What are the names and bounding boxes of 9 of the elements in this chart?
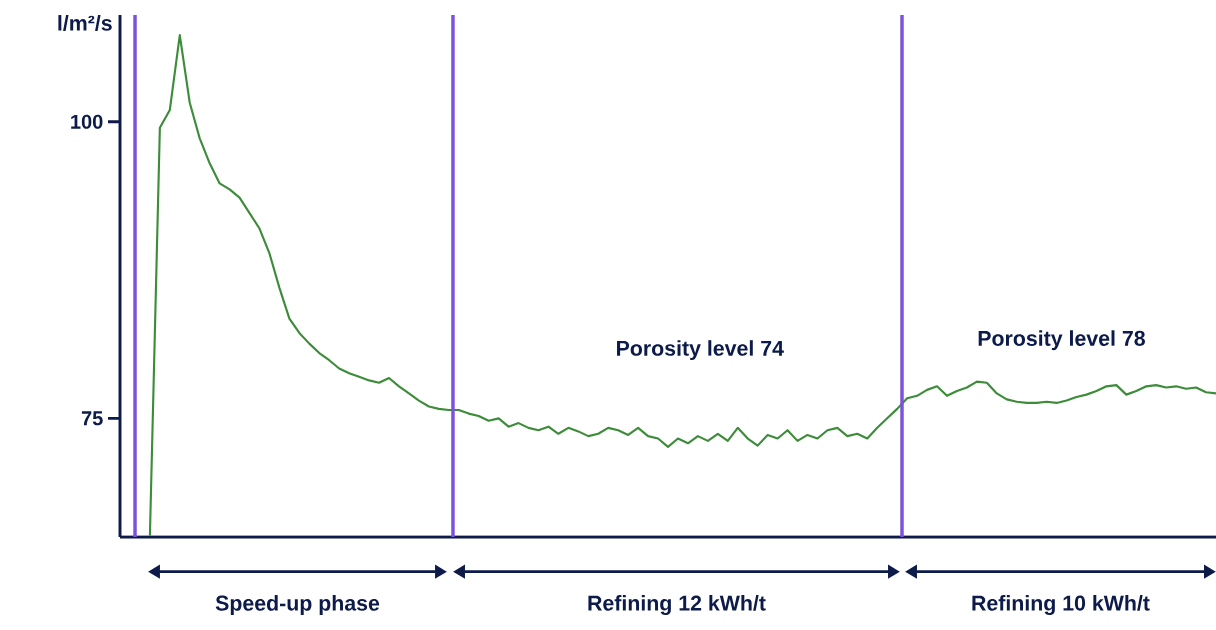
annotation: Porosity level 78 xyxy=(978,330,1145,351)
y-tick-label: 75 xyxy=(81,411,103,426)
text: Refining 12 kWh/t xyxy=(588,595,766,615)
annotation: Porosity level 74 xyxy=(617,340,784,361)
y-tick-label: 100 xyxy=(71,114,103,129)
text: Refining 10 kWh/t xyxy=(972,595,1150,615)
line-series xyxy=(148,34,1216,537)
text: Speed-up phase xyxy=(215,595,380,615)
y-axis-title: l/m²/s xyxy=(58,15,112,31)
